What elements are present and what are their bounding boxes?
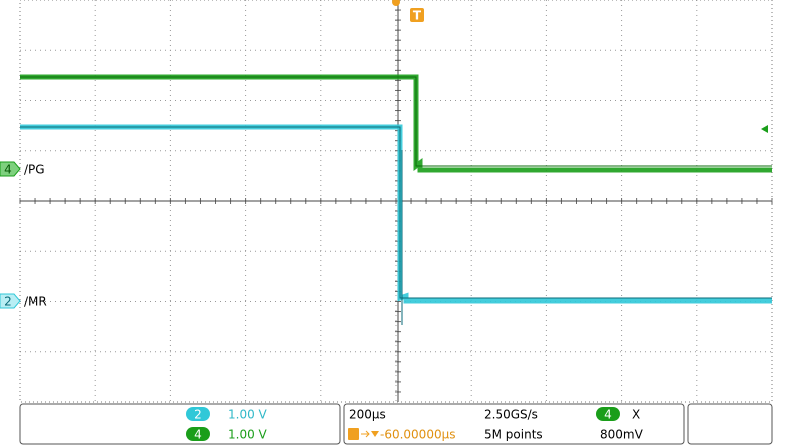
ch2-marker-number: 2: [4, 295, 12, 309]
trigger-level-arrow: [761, 125, 768, 133]
ch4-label: /PG: [24, 163, 45, 177]
trigger-pos-triangle: [371, 431, 379, 437]
trigger-position: -60.00000µs: [380, 428, 455, 442]
trigger-level: 800mV: [600, 428, 644, 442]
trigger-marker: T: [413, 9, 422, 23]
trigger-pos-icon: [348, 428, 359, 440]
trigger-pos-arrow: [361, 430, 370, 438]
ch4-scale: 1.00 V: [228, 428, 268, 442]
ch2-trace-core: [20, 126, 772, 299]
sample-rate: 2.50GS/s: [484, 408, 538, 422]
channel-readout-box: [19, 403, 341, 445]
graticule-border: [19, 0, 773, 403]
empty-readout-box: [687, 403, 773, 445]
ch4-marker-number: 4: [4, 163, 12, 177]
ch4-badge-number: 4: [194, 428, 202, 442]
trigger-slope: X: [632, 408, 640, 422]
trigger-position-dot: [392, 0, 400, 6]
record-length: 5M points: [484, 428, 543, 442]
trigger-marker-badge: [410, 8, 424, 22]
ch2-marker: [0, 293, 21, 309]
time-scale: 200µs: [349, 408, 386, 422]
trigger-source-badge: [596, 407, 620, 421]
ch4-trace-core: [20, 76, 772, 167]
ch2-badge-number: 2: [194, 408, 202, 422]
timebase-readout-box: [343, 403, 685, 445]
ch2-label: /MR: [24, 295, 47, 309]
ch4-marker: [0, 161, 21, 177]
ch2-scale: 1.00 V: [228, 408, 268, 422]
ch2-badge: [186, 407, 210, 421]
ch4-badge: [186, 427, 210, 441]
trigger-source: 4: [604, 408, 612, 422]
